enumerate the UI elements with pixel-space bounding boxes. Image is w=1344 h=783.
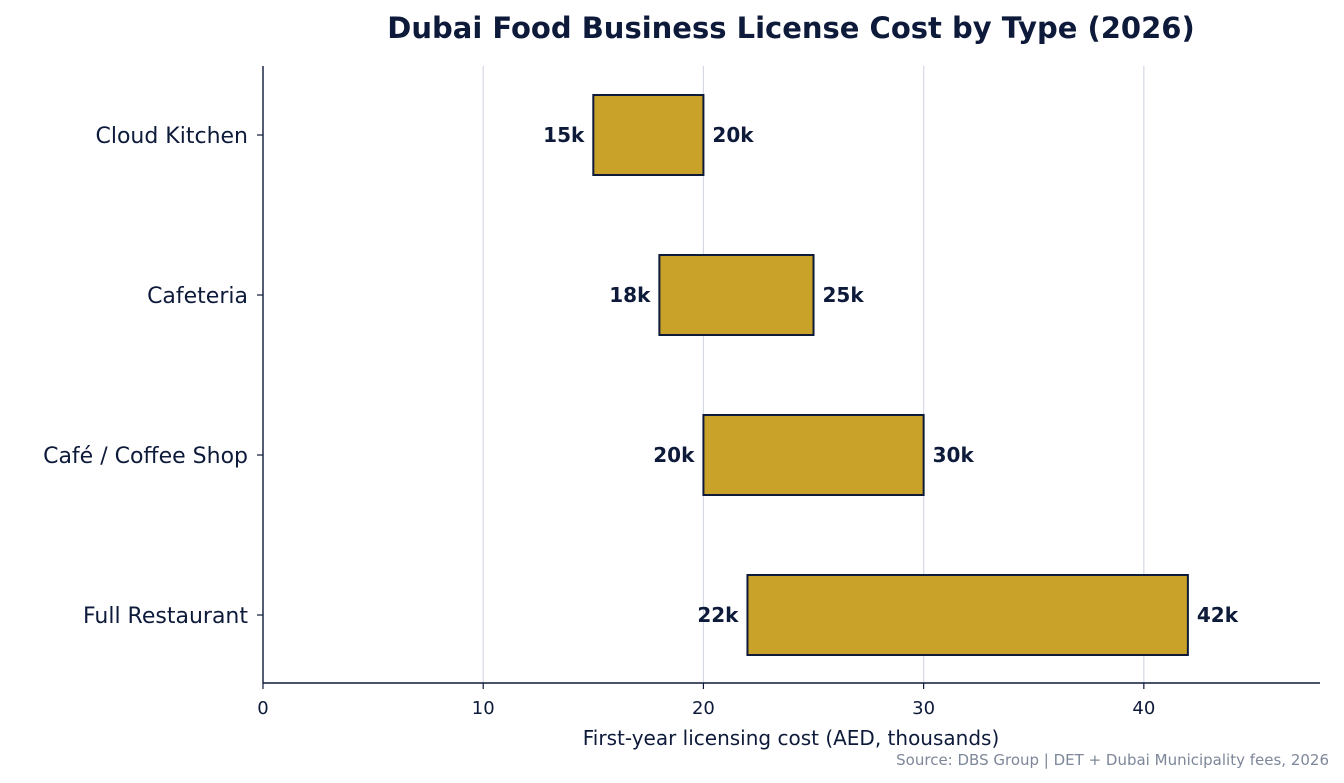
x-tick-label-0: 0	[257, 698, 268, 719]
value-labels: 15k 20k 18k 25k 20k 30k 22k 42k	[543, 123, 1239, 627]
low-value-label-3: 22k	[697, 603, 739, 627]
bar-3	[746, 574, 1189, 656]
x-tick-label-10: 10	[472, 698, 495, 719]
bar-1	[658, 254, 815, 336]
high-value-label-3: 42k	[1197, 603, 1239, 627]
category-label-0: Cloud Kitchen	[95, 124, 248, 149]
low-value-label-2: 20k	[653, 443, 695, 467]
high-value-label-2: 30k	[933, 443, 975, 467]
high-value-label-1: 25k	[823, 283, 865, 307]
x-tick-label-30: 30	[912, 698, 935, 719]
low-value-label-1: 18k	[609, 283, 651, 307]
category-label-3: Full Restaurant	[83, 604, 248, 629]
axes: 0 10 20 30 40 Cloud Kitchen Cafeteria Café / Co…	[43, 66, 1320, 719]
x-axis-label: First-year licensing cost (AED, thousand…	[583, 726, 1000, 750]
category-label-2: Café / Coffee Shop	[43, 444, 248, 469]
bar-2	[702, 414, 925, 496]
chart-title: Dubai Food Business License Cost by Type…	[387, 11, 1194, 45]
category-label-1: Cafeteria	[147, 284, 248, 309]
x-tick-label-40: 40	[1132, 698, 1155, 719]
high-value-label-0: 20k	[712, 123, 754, 147]
source-note: Source: DBS Group | DET + Dubai Municipa…	[896, 751, 1329, 769]
x-tick-label-20: 20	[692, 698, 715, 719]
bar-0	[592, 94, 705, 176]
low-value-label-0: 15k	[543, 123, 585, 147]
bars	[592, 94, 1189, 656]
